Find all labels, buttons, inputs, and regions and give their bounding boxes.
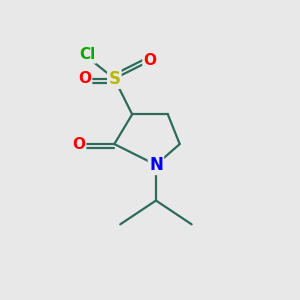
Text: S: S (108, 70, 120, 88)
Text: O: O (72, 136, 85, 152)
Text: Cl: Cl (80, 47, 96, 62)
Text: O: O (143, 53, 157, 68)
Text: O: O (78, 71, 91, 86)
Text: N: N (149, 156, 163, 174)
